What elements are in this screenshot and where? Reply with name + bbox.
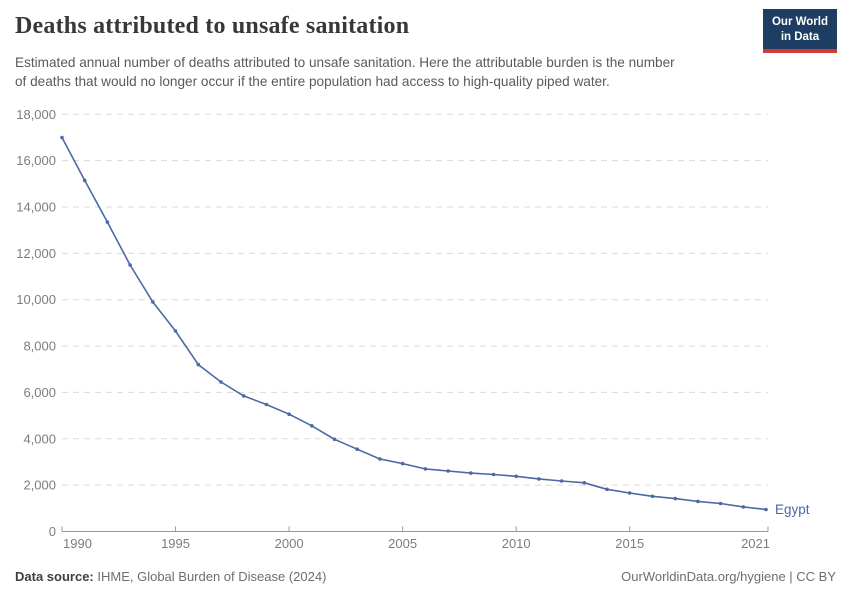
- data-point[interactable]: [378, 457, 382, 461]
- y-axis-tick-label: 10,000: [16, 292, 56, 307]
- owid-logo-line2: in Data: [780, 30, 820, 43]
- y-axis-tick-label: 12,000: [16, 246, 56, 261]
- y-axis-tick-label: 4,000: [23, 431, 56, 446]
- y-axis-tick-label: 0: [49, 524, 56, 539]
- data-point[interactable]: [241, 394, 246, 398]
- data-point[interactable]: [264, 402, 269, 407]
- y-axis-tick-label: 8,000: [23, 339, 56, 354]
- y-axis-tick-label: 18,000: [16, 107, 56, 122]
- owid-logo[interactable]: Our World in Data: [762, 9, 837, 53]
- data-point[interactable]: [469, 471, 473, 475]
- data-point[interactable]: [627, 491, 632, 495]
- data-point[interactable]: [355, 447, 360, 452]
- data-point[interactable]: [537, 477, 541, 481]
- data-point[interactable]: [491, 472, 496, 477]
- x-axis-tick-label: 2000: [275, 536, 304, 551]
- y-axis-tick-label: 6,000: [23, 385, 56, 400]
- data-point[interactable]: [332, 437, 337, 442]
- data-point[interactable]: [60, 135, 64, 140]
- data-point[interactable]: [128, 263, 132, 267]
- data-point[interactable]: [582, 481, 587, 485]
- series-line: [61, 136, 767, 511]
- x-axis-tick-label: 1995: [161, 536, 190, 551]
- data-point[interactable]: [673, 496, 677, 501]
- data-point[interactable]: [151, 300, 155, 304]
- credit-link[interactable]: OurWorldinData.org/hygiene | CC BY: [621, 569, 836, 584]
- y-axis-tick-label: 14,000: [16, 200, 56, 215]
- data-point[interactable]: [219, 380, 223, 384]
- data-point[interactable]: [718, 501, 723, 506]
- x-axis-tick-label: 2010: [502, 536, 531, 551]
- chart-subtitle: Estimated annual number of deaths attrib…: [15, 55, 675, 90]
- data-point[interactable]: [287, 412, 291, 417]
- data-point[interactable]: [105, 220, 110, 224]
- data-point[interactable]: [196, 362, 201, 367]
- data-point[interactable]: [310, 424, 314, 428]
- data-point[interactable]: [605, 487, 609, 492]
- y-axis-tick-label: 2,000: [23, 478, 56, 493]
- data-point[interactable]: [423, 467, 428, 471]
- x-axis-tick-label: 2015: [615, 536, 644, 551]
- data-source-value: IHME, Global Burden of Disease (2024): [93, 569, 327, 584]
- data-source-label: Data source:: [15, 569, 94, 584]
- data-point[interactable]: [514, 474, 518, 479]
- y-axis-tick-label: 16,000: [16, 153, 56, 168]
- data-point[interactable]: [696, 499, 700, 504]
- x-axis-tick-label: 1990: [63, 536, 92, 551]
- data-point[interactable]: [446, 469, 450, 473]
- data-point[interactable]: [400, 461, 405, 466]
- data-source: Data source: IHME, Global Burden of Dise…: [15, 569, 326, 584]
- data-point[interactable]: [650, 494, 655, 499]
- x-axis-tick-label: 2021: [741, 536, 770, 551]
- owid-logo-line1: Our World: [771, 16, 828, 28]
- data-point[interactable]: [559, 479, 564, 483]
- data-point[interactable]: [741, 505, 746, 509]
- data-point[interactable]: [82, 178, 87, 183]
- page-title: Deaths attributed to unsafe sanitation: [15, 13, 410, 39]
- data-point[interactable]: [764, 507, 768, 512]
- x-axis-tick-label: 2005: [388, 536, 417, 551]
- data-point[interactable]: [173, 329, 178, 333]
- entity-label[interactable]: Egypt: [775, 502, 810, 517]
